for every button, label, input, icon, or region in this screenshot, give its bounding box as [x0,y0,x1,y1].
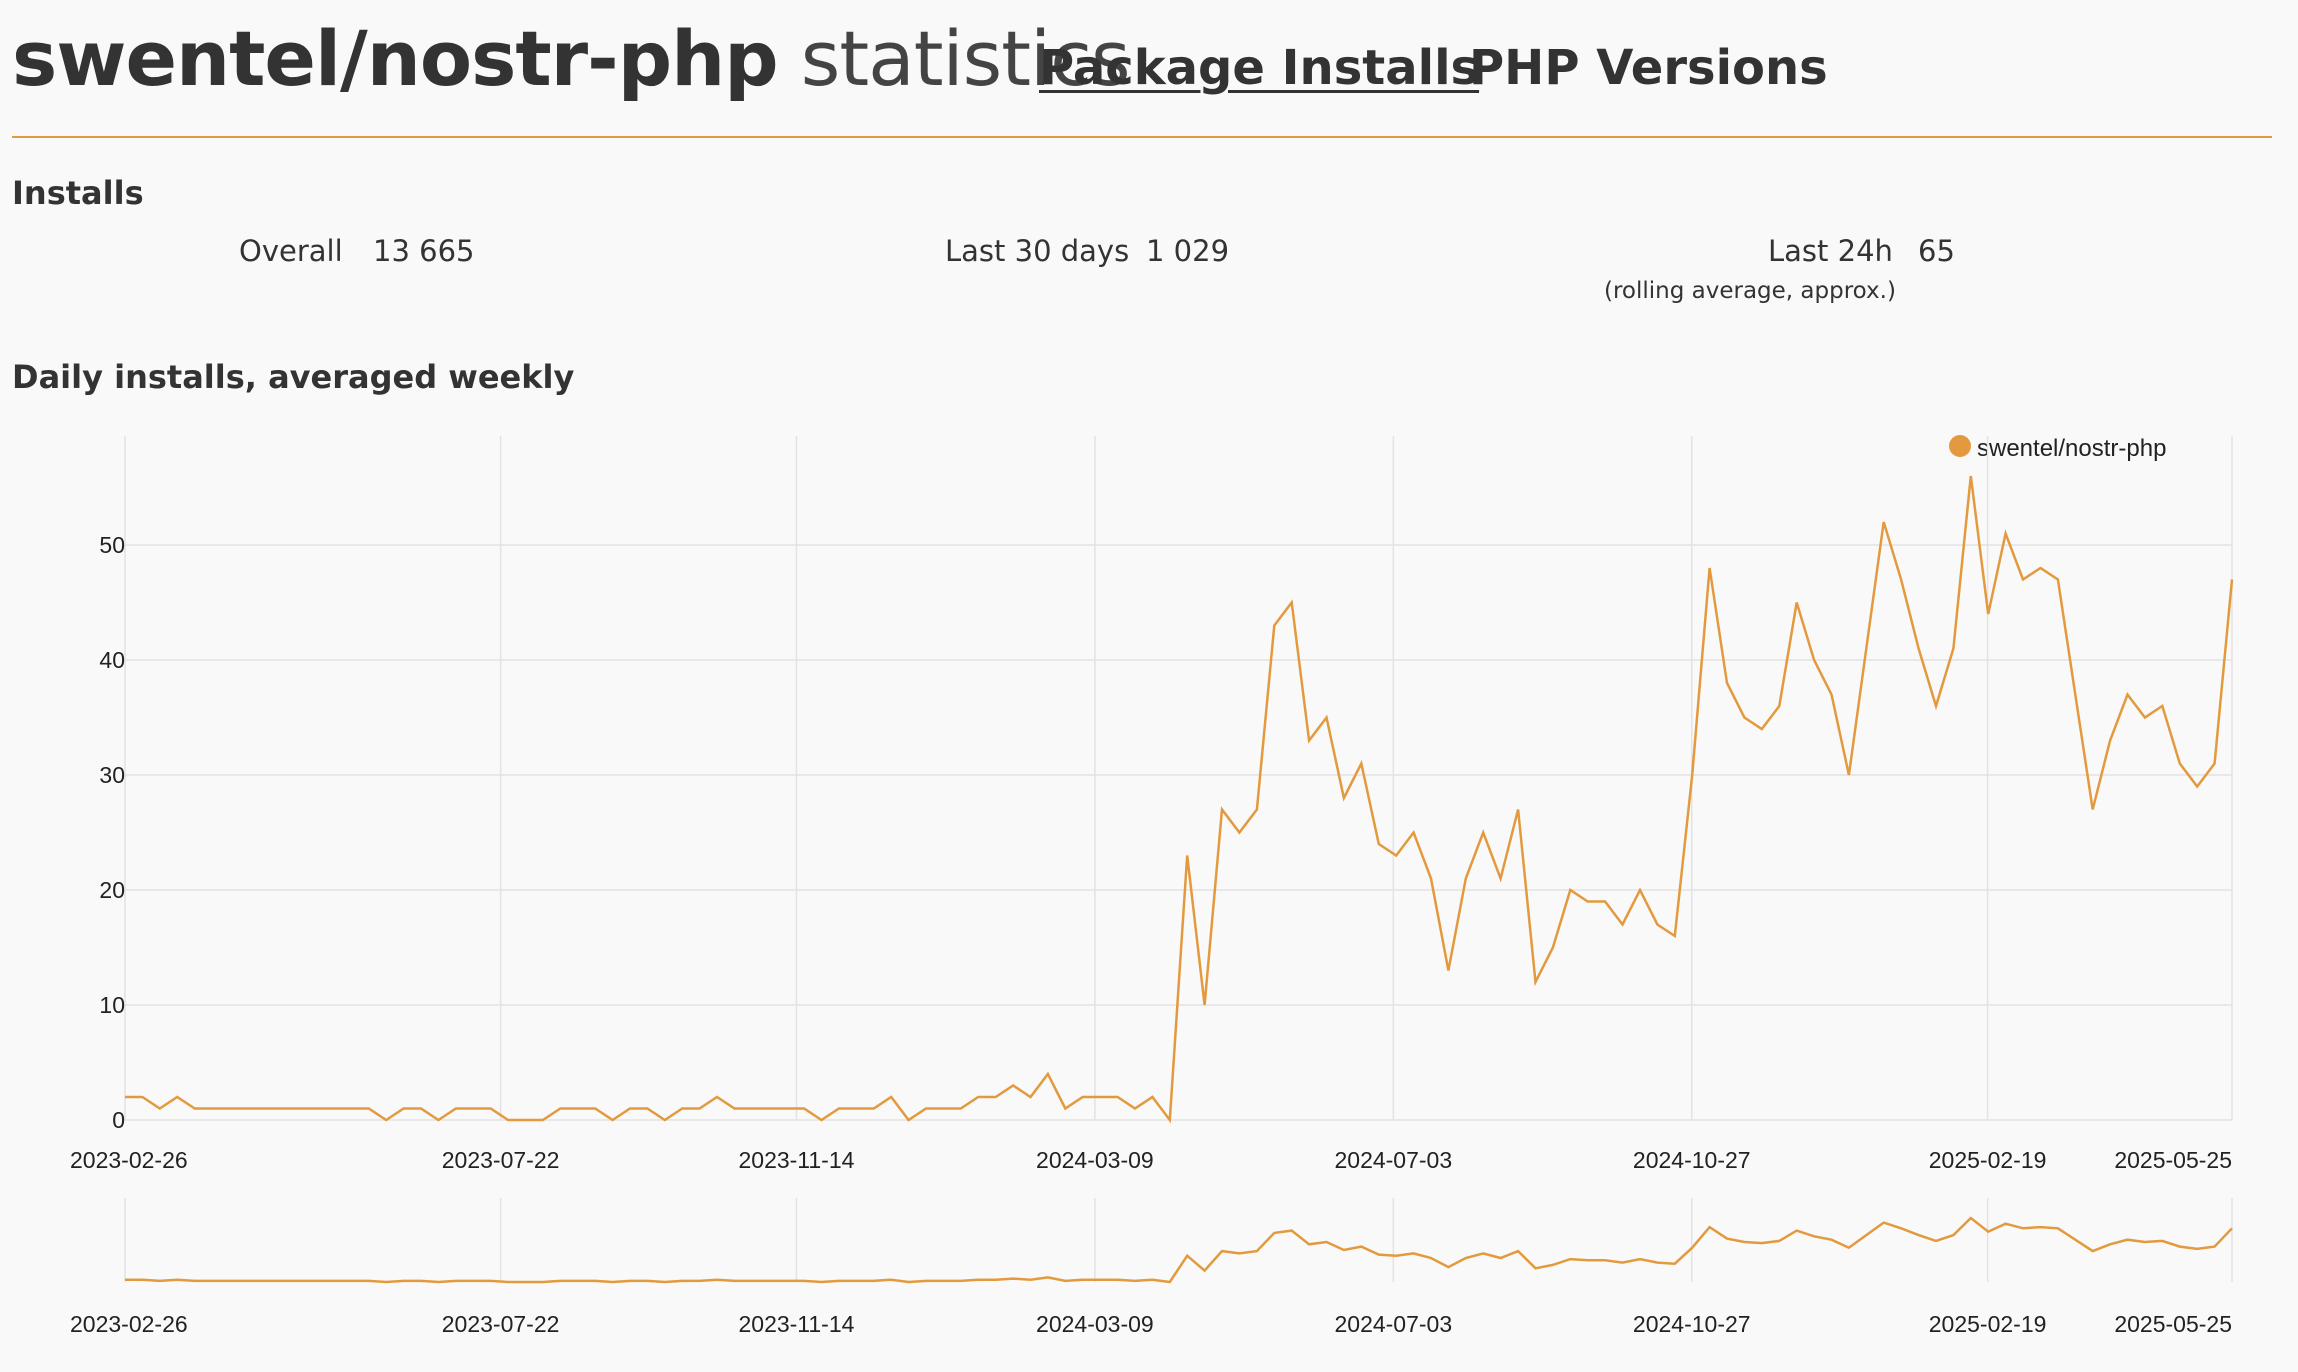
stat-last24-note: (rolling average, approx.) [1604,278,1896,304]
x-tick-label: 2024-03-09 [1036,1147,1154,1173]
nav-package-installs-link[interactable]: Package Installs [1039,40,1480,96]
legend-marker-icon [1949,435,1971,457]
y-tick-label: 50 [99,532,125,558]
navigator-x-tick-label: 2023-11-14 [738,1311,854,1337]
navigator-x-tick-label: 2023-02-26 [70,1311,188,1337]
navigator-x-tick-label: 2025-02-19 [1929,1311,2047,1337]
navigator-series-line [125,1216,2233,1284]
chart-legend[interactable]: swentel/nostr-php [1949,435,2166,462]
x-tick-label: 2024-10-27 [1633,1147,1751,1173]
x-tick-label: 2025-02-19 [1929,1147,2047,1173]
navigator-x-tick-label: 2024-10-27 [1633,1311,1751,1337]
page-header: swentel/nostr-php statistics Package Ins… [12,0,2272,138]
stat-last30-label: Last 30 days [945,234,1130,268]
series-line-main [125,475,2234,1124]
y-tick-label: 40 [99,647,125,673]
stat-last24-label: Last 24h [1768,234,1893,268]
nav-php-versions-link[interactable]: PHP Versions [1469,40,1828,96]
x-tick-label: 2023-07-22 [442,1147,560,1173]
stat-overall-label: Overall [239,234,343,268]
installs-line-chart: swentel/nostr-php 0 10 20 30 40 50 2023-02-26… [70,435,2234,1337]
title-suffix: statistics [800,14,1131,103]
x-tick-label: 2025-05-25 [2114,1147,2232,1173]
package-name: swentel/nostr-php [12,14,779,103]
navigator-x-tick-label: 2025-05-25 [2114,1311,2232,1337]
chart-title: Daily installs, averaged weekly [12,358,575,396]
stat-last24-value: 65 [1918,234,1955,268]
navigator-x-tick-label: 2024-07-03 [1334,1311,1452,1337]
stat-last30-value: 1 029 [1146,234,1230,268]
navigator-x-tick-label: 2024-03-09 [1036,1311,1154,1337]
y-tick-label: 20 [99,877,125,903]
y-tick-label: 10 [99,992,125,1018]
y-tick-label: 30 [99,762,125,788]
x-tick-label: 2023-11-14 [738,1147,854,1173]
stat-overall-value: 13 665 [373,234,475,268]
installs-heading: Installs [12,174,144,212]
legend-label: swentel/nostr-php [1977,435,2166,462]
x-tick-label: 2023-02-26 [70,1147,188,1173]
x-tick-label: 2024-07-03 [1334,1147,1452,1173]
page-title: swentel/nostr-php statistics [12,14,1131,103]
y-tick-label: 0 [112,1107,125,1133]
navigator-x-tick-label: 2023-07-22 [442,1311,560,1337]
